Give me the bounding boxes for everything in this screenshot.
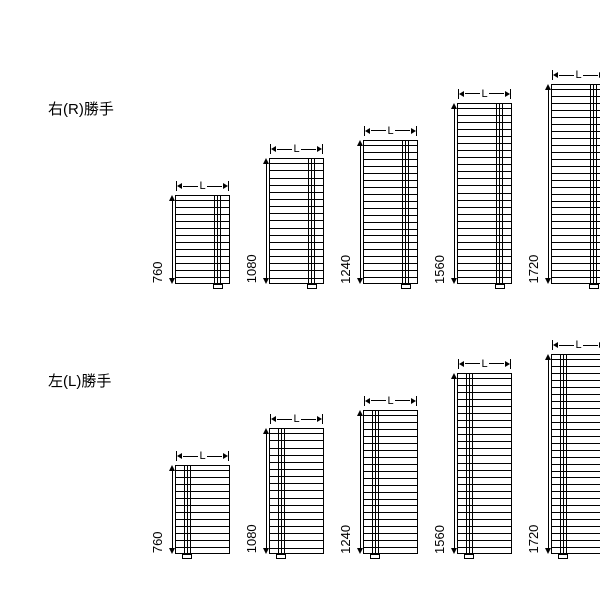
width-label: L <box>270 141 323 157</box>
unit: 1560 L <box>432 103 512 284</box>
width-label: L <box>552 337 600 353</box>
radiator-panel: L <box>269 158 324 283</box>
radiator-panel: L <box>457 373 512 554</box>
label-right-hand: 右(R)勝手 <box>48 98 114 119</box>
radiator-panel: L <box>363 140 418 284</box>
width-label: L <box>552 67 600 83</box>
unit: 760 L <box>150 465 230 553</box>
radiator-panel: L <box>551 84 600 284</box>
height-label: 1240 <box>338 410 353 554</box>
radiator-panel: L <box>551 354 600 554</box>
height-label: 1080 <box>244 158 259 283</box>
unit: 1080 L <box>244 158 324 283</box>
height-label: 760 <box>150 195 165 283</box>
connector-foot <box>307 284 317 289</box>
connector-foot <box>558 554 568 559</box>
row-left: 760 L 1080 L 1240 L 1560 L 1720 L <box>150 330 600 554</box>
bars <box>270 159 323 282</box>
radiator-panel: L <box>363 410 418 554</box>
vertical-tubes <box>466 374 473 553</box>
width-label: L <box>176 448 229 464</box>
height-label: 1240 <box>338 140 353 284</box>
unit: 1080 L <box>244 428 324 553</box>
connector-foot <box>213 284 223 289</box>
width-label: L <box>458 86 511 102</box>
height-label: 760 <box>150 465 165 553</box>
bars <box>364 141 417 283</box>
unit: 1240 L <box>338 140 418 284</box>
height-label: 1720 <box>526 84 541 284</box>
height-label: 1560 <box>432 373 447 554</box>
connector-foot <box>464 554 474 559</box>
vertical-tubes <box>402 141 409 283</box>
row-right: 760 L 1080 L 1240 L 1560 L 1720 L <box>150 60 600 284</box>
vertical-tubes <box>184 466 191 552</box>
connector-foot <box>401 284 411 289</box>
height-label: 1720 <box>526 354 541 554</box>
bars <box>458 104 511 283</box>
width-label: L <box>458 356 511 372</box>
vertical-tubes <box>496 104 503 283</box>
unit: 1720 L <box>526 354 600 554</box>
vertical-tubes <box>308 159 315 282</box>
unit: 1240 L <box>338 410 418 554</box>
unit: 760 L <box>150 195 230 283</box>
width-label: L <box>176 178 229 194</box>
connector-foot <box>589 284 599 289</box>
connector-foot <box>276 554 286 559</box>
label-left-hand: 左(L)勝手 <box>48 370 111 391</box>
width-label: L <box>270 411 323 427</box>
radiator-panel: L <box>175 195 230 283</box>
radiator-panel: L <box>269 428 324 553</box>
radiator-panel: L <box>457 103 512 284</box>
vertical-tubes <box>560 355 567 553</box>
width-label: L <box>364 123 417 139</box>
unit: 1720 L <box>526 84 600 284</box>
connector-foot <box>182 554 192 559</box>
connector-foot <box>495 284 505 289</box>
height-label: 1080 <box>244 428 259 553</box>
bars <box>176 196 229 282</box>
height-label: 1560 <box>432 103 447 284</box>
connector-foot <box>370 554 380 559</box>
vertical-tubes <box>214 196 221 282</box>
vertical-tubes <box>590 85 597 283</box>
unit: 1560 L <box>432 373 512 554</box>
radiator-panel: L <box>175 465 230 553</box>
vertical-tubes <box>372 411 379 553</box>
width-label: L <box>364 393 417 409</box>
vertical-tubes <box>278 429 285 552</box>
